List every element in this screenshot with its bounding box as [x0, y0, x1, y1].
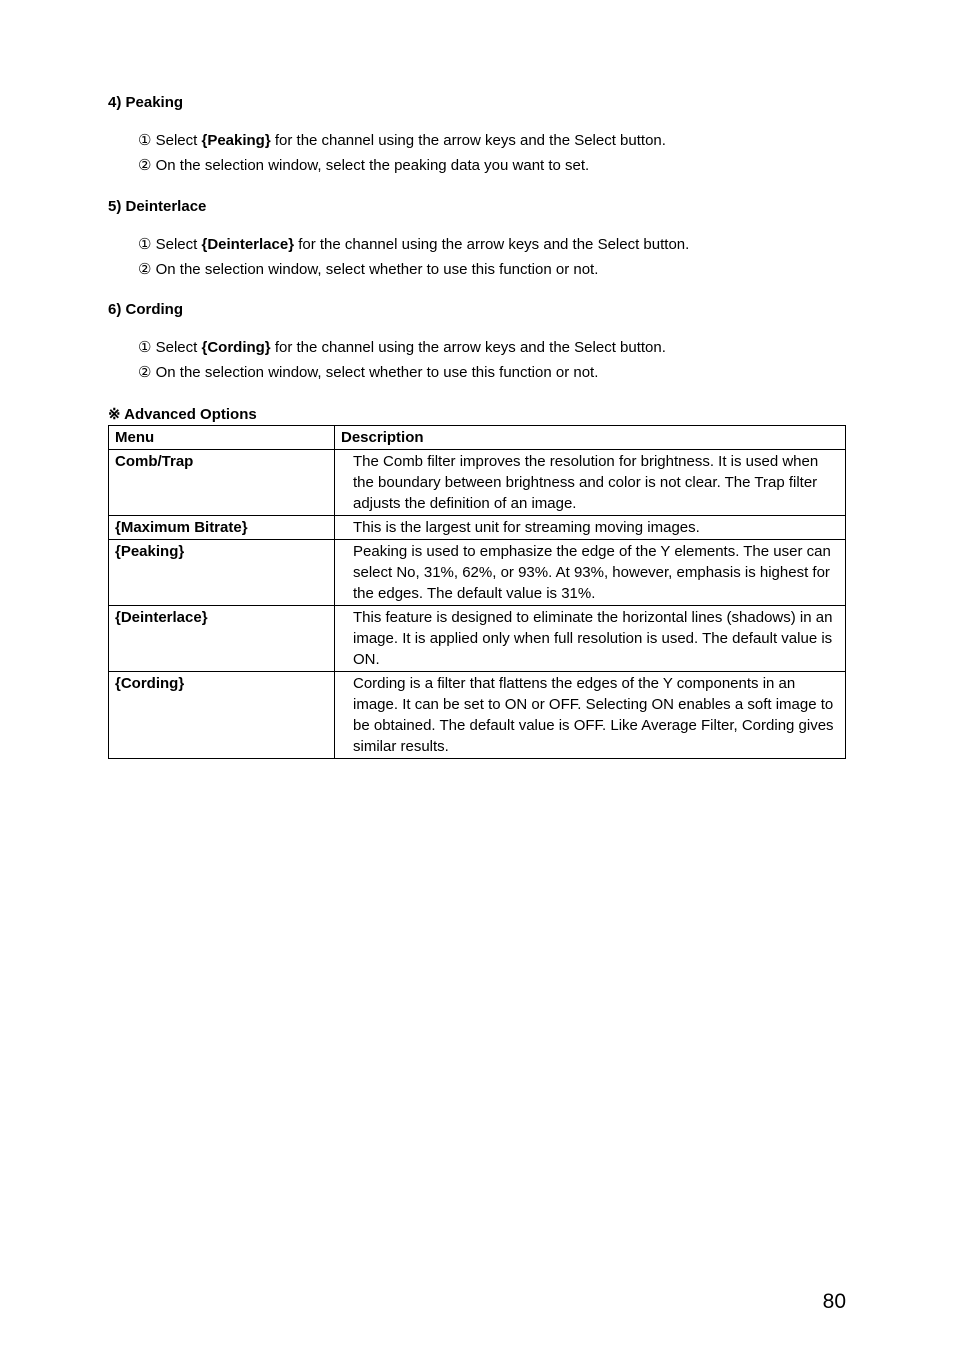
item-text-pre: Select	[156, 132, 202, 149]
document-page: 4) Peaking ① Select {Peaking} for the ch…	[0, 0, 954, 1356]
item-number: ①	[138, 132, 151, 149]
table-cell-menu: {Maximum Bitrate}	[109, 515, 335, 539]
item-text-pre: Select	[156, 339, 202, 356]
list-item: ① Select {Cording} for the channel using…	[138, 336, 846, 359]
list-item: ① Select {Peaking} for the channel using…	[138, 129, 846, 152]
list-deinterlace: ① Select {Deinterlace} for the channel u…	[108, 233, 846, 282]
item-text-post: for the channel using the arrow keys and…	[271, 339, 666, 356]
table-cell-menu: Comb/Trap	[109, 449, 335, 515]
table-row: {Cording} Cording is a filter that flatt…	[109, 671, 846, 758]
table-cell-menu: {Cording}	[109, 671, 335, 758]
list-item: ② On the selection window, select whethe…	[138, 258, 846, 281]
table-row: Comb/Trap The Comb filter improves the r…	[109, 449, 846, 515]
item-text-post: for the channel using the arrow keys and…	[294, 236, 689, 253]
item-text-pre: On the selection window, select whether …	[156, 364, 599, 381]
list-cording: ① Select {Cording} for the channel using…	[108, 336, 846, 385]
table-title: ※ Advanced Options	[108, 405, 846, 423]
section-heading-cording: 6) Cording	[108, 301, 846, 318]
table-row: {Deinterlace} This feature is designed t…	[109, 605, 846, 671]
item-text-pre: On the selection window, select whether …	[156, 261, 599, 278]
table-cell-desc: Cording is a filter that flattens the ed…	[335, 671, 846, 758]
list-item: ② On the selection window, select the pe…	[138, 154, 846, 177]
item-number: ①	[138, 339, 151, 356]
table-header-menu: Menu	[109, 425, 335, 449]
list-item: ① Select {Deinterlace} for the channel u…	[138, 233, 846, 256]
page-number: 80	[823, 1290, 846, 1314]
table-cell-desc: This is the largest unit for streaming m…	[335, 515, 846, 539]
table-row: {Peaking} Peaking is used to emphasize t…	[109, 539, 846, 605]
item-text-pre: Select	[156, 236, 202, 253]
table-cell-desc: Peaking is used to emphasize the edge of…	[335, 539, 846, 605]
item-number: ②	[138, 157, 151, 174]
table-header-desc: Description	[335, 425, 846, 449]
list-peaking: ① Select {Peaking} for the channel using…	[108, 129, 846, 178]
advanced-options-table: Menu Description Comb/Trap The Comb filt…	[108, 425, 846, 759]
list-item: ② On the selection window, select whethe…	[138, 361, 846, 384]
table-row: {Maximum Bitrate} This is the largest un…	[109, 515, 846, 539]
item-text-bold: {Deinterlace}	[201, 236, 294, 253]
item-text-bold: {Cording}	[201, 339, 270, 356]
section-heading-peaking: 4) Peaking	[108, 94, 846, 111]
item-text-pre: On the selection window, select the peak…	[156, 157, 590, 174]
table-cell-menu: {Peaking}	[109, 539, 335, 605]
table-cell-desc: The Comb filter improves the resolution …	[335, 449, 846, 515]
table-cell-desc: This feature is designed to eliminate th…	[335, 605, 846, 671]
section-heading-deinterlace: 5) Deinterlace	[108, 198, 846, 215]
table-cell-menu: {Deinterlace}	[109, 605, 335, 671]
item-number: ②	[138, 364, 151, 381]
item-number: ①	[138, 236, 151, 253]
item-number: ②	[138, 261, 151, 278]
item-text-post: for the channel using the arrow keys and…	[271, 132, 666, 149]
table-header-row: Menu Description	[109, 425, 846, 449]
item-text-bold: {Peaking}	[201, 132, 270, 149]
